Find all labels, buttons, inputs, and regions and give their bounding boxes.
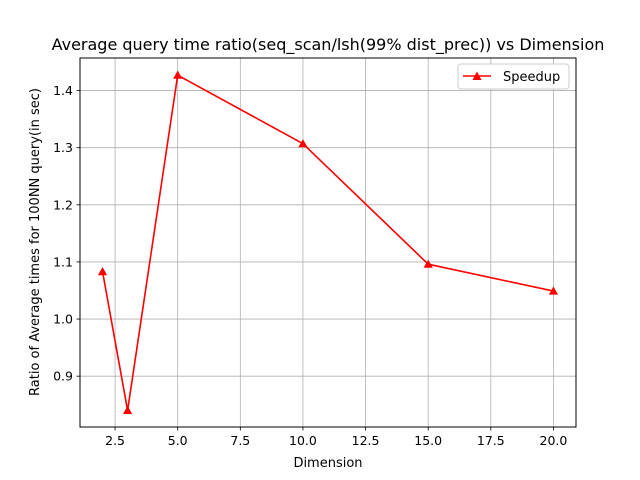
series-layer <box>97 70 559 415</box>
chart-title: Average query time ratio(seq_scan/lsh(99… <box>52 35 605 55</box>
data-point-marker <box>122 405 133 415</box>
y-axis-label: Ratio of Average times for 100NN query(i… <box>28 88 43 396</box>
legend-triangle-marker-icon <box>472 71 482 80</box>
data-point-marker <box>423 259 433 268</box>
x-tick-label: 20.0 <box>540 433 568 448</box>
x-axis-label: Dimension <box>293 456 362 471</box>
legend-label-speedup: Speedup <box>503 70 560 85</box>
x-tick-label: 7.5 <box>230 433 250 448</box>
y-tick-label: 0.9 <box>53 369 73 384</box>
y-tick-label: 1.0 <box>53 312 73 327</box>
x-tick-label: 12.5 <box>352 433 380 448</box>
y-tick-label: 1.2 <box>53 197 73 212</box>
data-point-marker <box>298 139 308 148</box>
y-tick-label: 1.1 <box>53 254 73 269</box>
y-tick-label: 1.4 <box>53 83 73 98</box>
legend: Speedup <box>457 63 570 90</box>
grid-lines <box>80 58 576 427</box>
x-tick-label: 2.5 <box>105 433 125 448</box>
data-point-marker <box>173 70 183 79</box>
x-tick-label: 10.0 <box>289 433 317 448</box>
legend-box <box>457 63 570 90</box>
data-point-marker <box>97 267 108 276</box>
x-tick-label: 5.0 <box>168 433 188 448</box>
plot-area <box>80 58 576 427</box>
y-axis-ticks: 0.9 1.0 1.1 1.2 1.3 1.4 <box>53 83 80 384</box>
y-tick-label: 1.3 <box>53 140 73 155</box>
x-axis-ticks: 2.5 5.0 7.5 10.0 12.5 15.0 17.5 20.0 <box>105 427 567 448</box>
data-point-marker <box>548 286 559 295</box>
x-tick-label: 15.0 <box>414 433 442 448</box>
x-tick-label: 17.5 <box>477 433 505 448</box>
plot-frame <box>79 57 577 428</box>
series-line-speedup <box>101 74 554 412</box>
